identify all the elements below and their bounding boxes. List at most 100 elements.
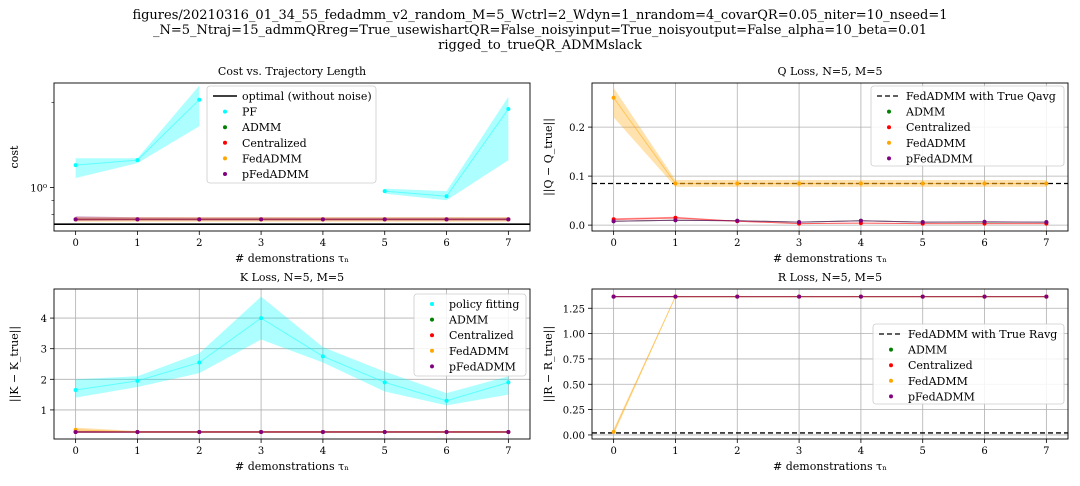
confidence-band xyxy=(613,296,1047,298)
confidence-band xyxy=(75,216,509,221)
y-tick-label: 3 xyxy=(41,345,47,356)
data-point xyxy=(320,354,325,359)
x-tick-label: 5 xyxy=(382,446,388,457)
series-pfedadmm xyxy=(73,216,511,222)
figure-title: figures/20210316_01_34_55_fedadmm_v2_ran… xyxy=(0,8,1080,53)
x-tick-label: 4 xyxy=(320,238,326,249)
legend-entry-label: pFedADMM xyxy=(242,168,309,181)
x-tick-label: 4 xyxy=(858,238,864,249)
series-line xyxy=(75,317,509,402)
confidence-band xyxy=(75,216,509,222)
data-point xyxy=(858,181,863,186)
confidence-band xyxy=(613,216,1047,225)
x-tick-label: 6 xyxy=(981,446,987,457)
y-tick-label: 0.2 xyxy=(569,123,585,134)
data-point xyxy=(197,429,202,434)
x-tick-label: 5 xyxy=(382,238,388,249)
legend-entry-label: Centralized xyxy=(449,329,514,342)
data-point xyxy=(73,163,78,168)
legend-entry-label: policy fitting xyxy=(449,298,519,311)
y-tick-label: 0.1 xyxy=(569,172,585,183)
legend-entry-label: FedADMM with True Ravg xyxy=(908,328,1057,341)
confidence-band xyxy=(75,85,200,179)
x-tick-label: 2 xyxy=(196,238,202,249)
data-point xyxy=(920,181,925,186)
legend-marker xyxy=(223,109,227,114)
series-policy-fitting xyxy=(73,296,511,406)
data-point xyxy=(382,189,387,194)
legend-marker xyxy=(887,140,891,145)
confidence-band xyxy=(75,218,509,221)
x-tick-label: 4 xyxy=(320,446,326,457)
data-point xyxy=(444,217,449,222)
x-tick-label: 1 xyxy=(672,446,678,457)
data-point xyxy=(797,181,802,186)
x-tick-label: 1 xyxy=(134,446,140,457)
data-point xyxy=(611,219,616,224)
data-point xyxy=(1044,294,1049,299)
x-tick-label: 7 xyxy=(505,238,511,249)
legend-entry-label: ADMM xyxy=(905,106,945,119)
data-point xyxy=(673,294,678,299)
confidence-band xyxy=(75,296,509,406)
series-pfedadmm xyxy=(73,429,511,434)
confidence-band xyxy=(613,219,1047,223)
legend: optimal (without noise) PF ADMM Centralized… xyxy=(206,85,377,184)
x-tick-label: 0 xyxy=(72,238,78,249)
series-pfedadmm xyxy=(611,218,1049,225)
confidence-band xyxy=(75,431,509,433)
legend-marker xyxy=(430,317,434,322)
legend-entry-label: PF xyxy=(242,106,257,119)
y-axis-label: ||Q − Q_true|| xyxy=(542,118,556,196)
data-point xyxy=(506,106,511,111)
legend-box xyxy=(413,293,527,377)
series-pfedadmm xyxy=(611,294,1049,299)
data-point xyxy=(735,181,740,186)
data-point xyxy=(611,429,616,434)
legend-entry-label: ADMM xyxy=(907,344,947,357)
legend: FedADMM with True Qavg ADMM Centralized Fed… xyxy=(870,85,1065,167)
legend-entry-label: ADMM xyxy=(448,314,488,327)
chart-title: Cost vs. Trajectory Length xyxy=(218,65,366,78)
axes-frame xyxy=(591,82,1069,232)
y-tick-label: 0.0 xyxy=(569,221,585,232)
confidence-band xyxy=(384,96,509,201)
y-tick-label: 1.00 xyxy=(563,330,585,341)
series-line xyxy=(613,219,1047,223)
legend-entry-label: Centralized xyxy=(906,121,971,134)
x-tick-label: 7 xyxy=(1043,238,1049,249)
x-tick-label: 4 xyxy=(858,446,864,457)
data-point xyxy=(797,294,802,299)
y-tick-label: 1 xyxy=(41,406,47,417)
x-tick-label: 0 xyxy=(72,446,78,457)
data-point xyxy=(735,218,740,223)
legend-marker xyxy=(887,125,891,130)
confidence-band xyxy=(613,219,1047,223)
legend-entry-label: pFedADMM xyxy=(449,360,516,373)
data-point xyxy=(982,181,987,186)
chart-title: K Loss, N=5, M=5 xyxy=(240,271,344,284)
x-axis-label: # demonstrations τₙ xyxy=(773,252,887,265)
legend-entry-label: Centralized xyxy=(242,137,307,150)
data-point xyxy=(920,294,925,299)
x-tick-label: 3 xyxy=(258,238,264,249)
data-point xyxy=(382,217,387,222)
series-line xyxy=(613,97,1047,184)
data-point xyxy=(797,220,802,225)
legend-box xyxy=(206,85,377,184)
x-tick-label: 1 xyxy=(134,238,140,249)
data-point xyxy=(197,217,202,222)
x-tick-label: 5 xyxy=(920,238,926,249)
legend-entry-label: FedADMM with True Qavg xyxy=(906,90,1056,103)
series-line xyxy=(613,217,1047,225)
legend-entry-label: FedADMM xyxy=(908,375,968,388)
legend: FedADMM with True Ravg ADMM Centralized Fed… xyxy=(872,323,1065,405)
axes-frame xyxy=(591,288,1069,440)
x-tick-label: 3 xyxy=(258,446,264,457)
legend-entry-label: ADMM xyxy=(241,121,281,134)
data-point xyxy=(135,158,140,163)
data-point xyxy=(197,360,202,365)
data-point xyxy=(506,217,511,222)
figure-title-line-1: figures/20210316_01_34_55_fedadmm_v2_ran… xyxy=(132,8,948,23)
confidence-band xyxy=(75,427,509,433)
